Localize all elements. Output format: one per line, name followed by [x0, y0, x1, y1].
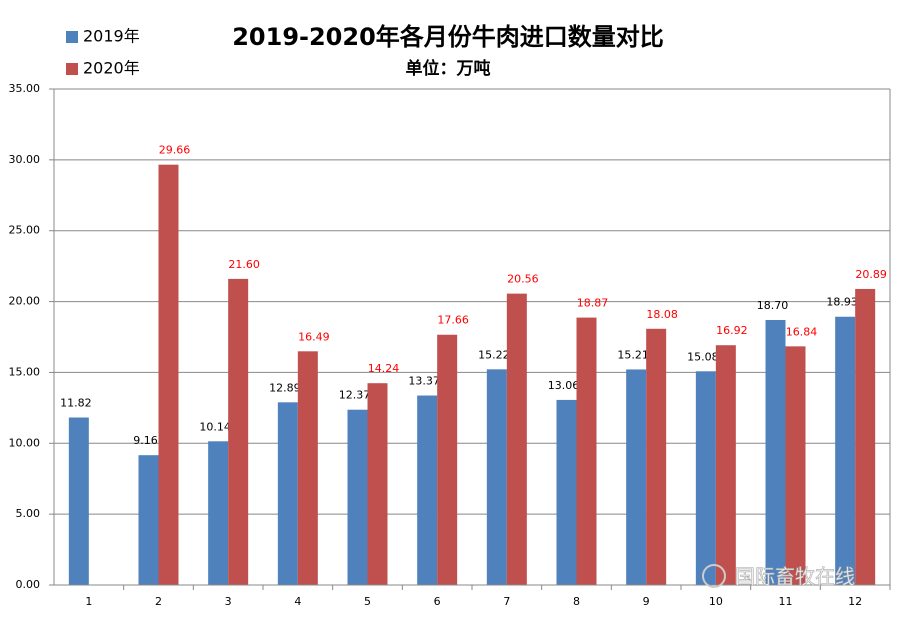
bar	[347, 409, 368, 585]
bar	[855, 288, 876, 585]
value-label: 20.56	[507, 273, 539, 286]
value-label: 18.70	[757, 299, 789, 312]
y-tick-label: 25.00	[9, 224, 41, 237]
bar	[297, 351, 318, 585]
watermark-icon	[702, 564, 726, 588]
chart-subtitle: 单位：万吨	[406, 58, 491, 79]
legend-label: 2020年	[83, 59, 140, 78]
bar	[576, 317, 597, 585]
bar	[835, 316, 856, 585]
x-tick-label: 6	[434, 595, 441, 608]
bar	[437, 334, 458, 585]
bar	[556, 399, 577, 585]
value-label: 15.21	[617, 348, 649, 361]
bar	[765, 319, 786, 585]
legend-swatch	[66, 31, 78, 43]
x-tick-label: 7	[503, 595, 510, 608]
x-tick-label: 9	[643, 595, 650, 608]
value-label: 16.49	[298, 330, 330, 343]
value-label: 11.82	[60, 396, 92, 409]
bar	[277, 402, 298, 585]
x-tick-label: 2	[155, 595, 162, 608]
value-label: 16.84	[786, 325, 818, 338]
value-label: 9.16	[133, 434, 158, 447]
x-tick-label: 5	[364, 595, 371, 608]
bar	[486, 369, 507, 585]
bar	[138, 455, 159, 585]
y-tick-label: 35.00	[9, 82, 41, 95]
value-label: 14.24	[368, 362, 400, 375]
watermark: 国际畜牧在线	[735, 565, 855, 589]
y-tick-label: 30.00	[9, 153, 41, 166]
y-tick-label: 20.00	[9, 295, 41, 308]
bar	[68, 417, 89, 585]
x-tick-label: 3	[225, 595, 232, 608]
value-label: 10.14	[199, 420, 231, 433]
value-label: 13.37	[408, 375, 440, 388]
legend-swatch	[66, 63, 78, 75]
value-label: 12.37	[339, 389, 371, 402]
bar	[208, 441, 229, 585]
y-tick-label: 0.00	[16, 578, 41, 591]
bar	[715, 345, 736, 585]
bar	[367, 383, 388, 585]
value-label: 12.89	[269, 381, 301, 394]
bar	[228, 278, 249, 585]
y-tick-label: 15.00	[9, 365, 41, 378]
value-label: 18.93	[826, 296, 858, 309]
value-label: 21.60	[228, 258, 260, 271]
y-tick-label: 5.00	[16, 507, 41, 520]
y-tick-label: 10.00	[9, 436, 41, 449]
legend-label: 2019年	[83, 27, 140, 46]
bar	[506, 293, 527, 585]
value-label: 29.66	[159, 144, 191, 157]
bar	[785, 346, 806, 585]
chart-title: 2019-2020年各月份牛肉进口数量对比	[232, 23, 664, 51]
x-tick-label: 11	[779, 595, 793, 608]
value-label: 16.92	[716, 324, 748, 337]
bar	[417, 395, 438, 585]
x-tick-label: 12	[848, 595, 862, 608]
x-tick-label: 8	[573, 595, 580, 608]
value-label: 18.87	[577, 297, 609, 310]
bar	[646, 328, 667, 585]
value-label: 18.08	[646, 308, 678, 321]
x-tick-label: 4	[294, 595, 301, 608]
value-label: 13.06	[548, 379, 580, 392]
bar	[158, 164, 179, 586]
value-label: 15.22	[478, 348, 510, 361]
value-label: 17.66	[437, 314, 469, 327]
x-tick-label: 10	[709, 595, 723, 608]
x-tick-label: 1	[85, 595, 92, 608]
bar	[626, 369, 647, 585]
value-label: 15.08	[687, 350, 719, 363]
value-label: 20.89	[855, 268, 887, 281]
bar	[695, 371, 716, 585]
